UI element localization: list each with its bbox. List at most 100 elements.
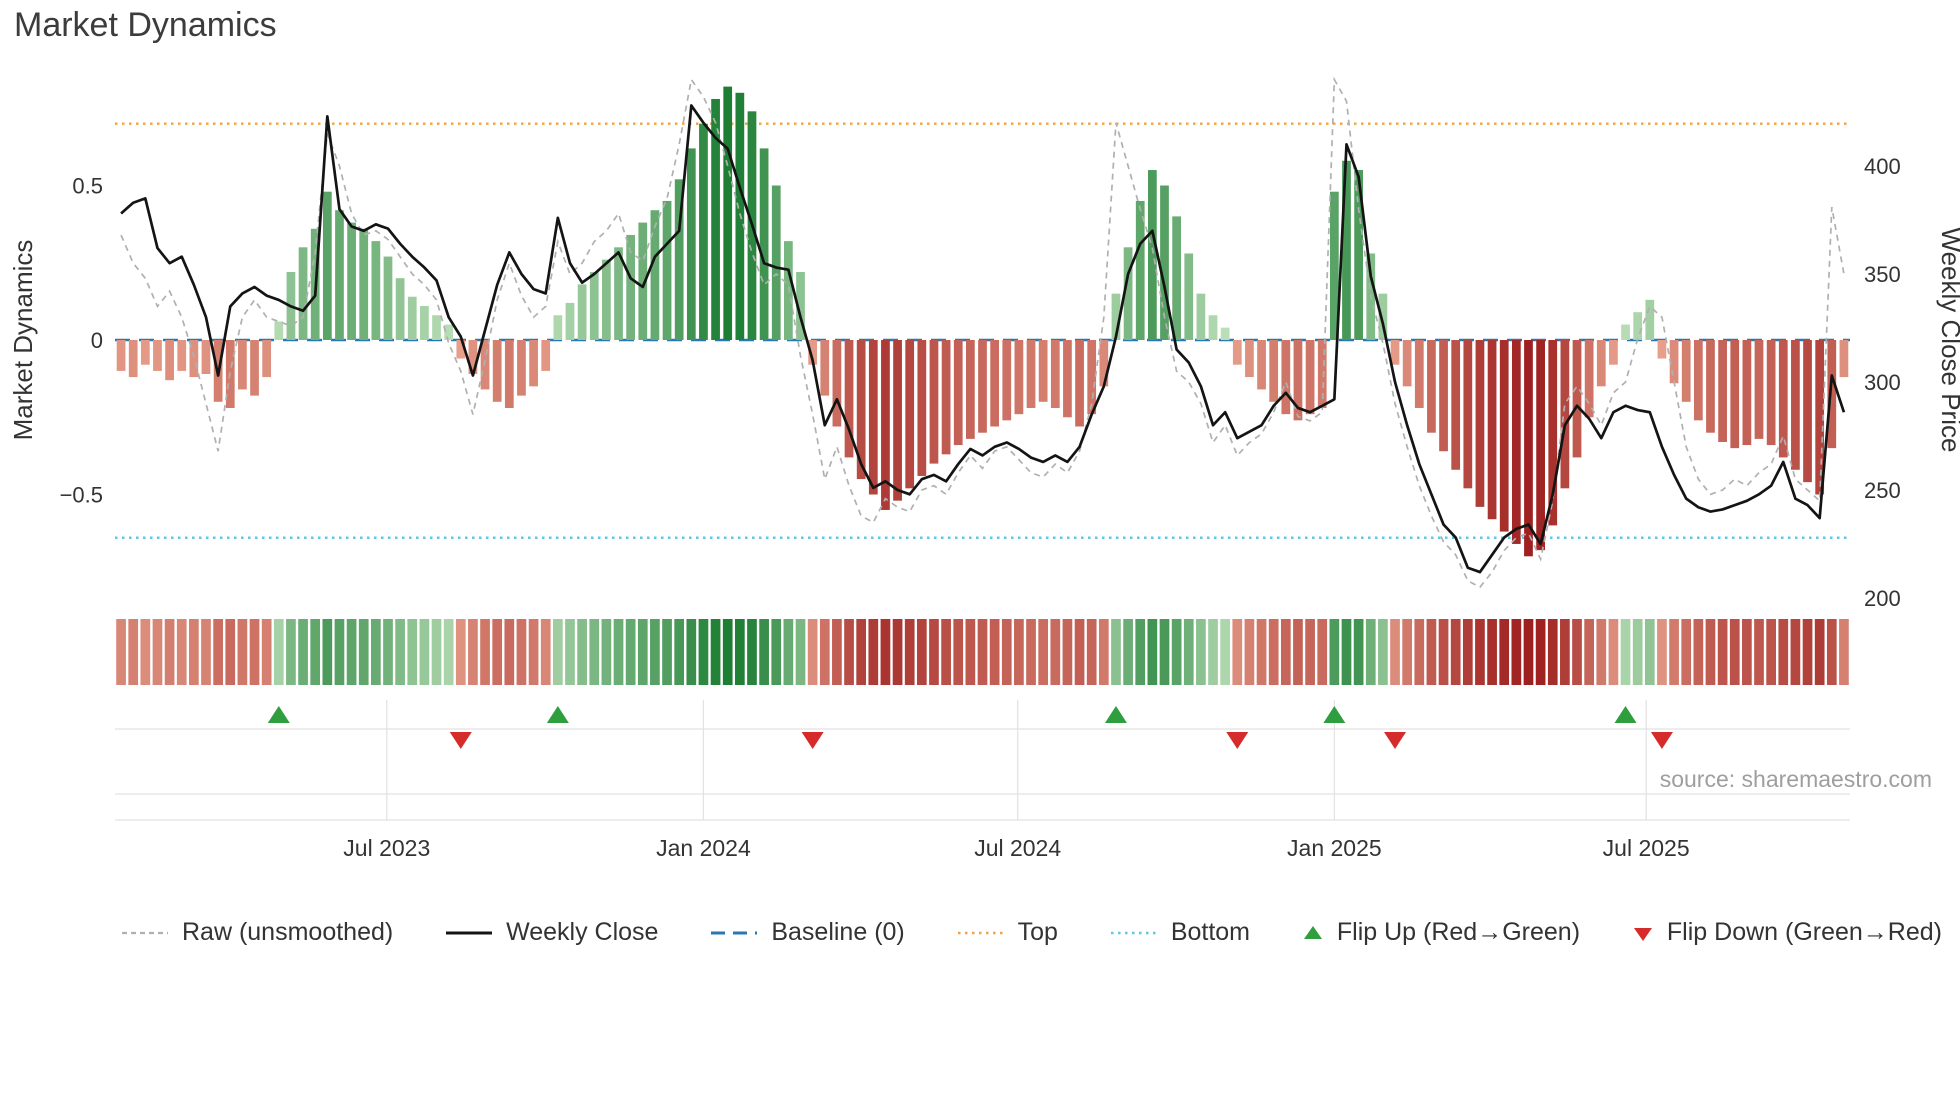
heatmap-cell xyxy=(1754,619,1764,685)
dynamics-bar xyxy=(1778,340,1788,458)
heatmap-cell xyxy=(1268,619,1279,685)
heatmap-cell xyxy=(1742,619,1752,685)
heatmap-cell xyxy=(1014,619,1024,685)
dynamics-bar xyxy=(1378,293,1388,340)
heatmap-cell xyxy=(128,619,139,685)
legend-item-top: Top xyxy=(956,918,1058,947)
heatmap-cell xyxy=(613,619,624,685)
dynamics-bar xyxy=(1609,340,1618,365)
dynamics-bar xyxy=(577,284,587,340)
heatmap-cell xyxy=(1608,619,1619,685)
flip-up-markers xyxy=(267,706,1637,723)
dynamics-bar xyxy=(153,340,162,371)
heatmap-cell xyxy=(1523,619,1534,685)
heatmap-cell xyxy=(1280,619,1291,685)
dynamics-bar xyxy=(711,98,720,340)
dynamics-bar xyxy=(638,222,648,340)
heatmap-cell xyxy=(856,619,867,685)
flip-down-marker xyxy=(449,732,472,749)
heatmap-cell xyxy=(625,619,636,685)
dynamics-bar xyxy=(1475,340,1485,507)
heatmap-cell xyxy=(201,619,211,685)
dynamics-bar xyxy=(1706,340,1715,433)
heatmap-cell xyxy=(1644,619,1655,685)
heatmap-cell xyxy=(989,619,1000,685)
heatmap-cell xyxy=(953,619,964,685)
heatmap-cell xyxy=(783,619,794,685)
dynamics-bar xyxy=(589,272,599,340)
dynamics-bar xyxy=(1196,293,1206,340)
legend-label: Baseline (0) xyxy=(771,918,905,946)
dynamics-bar xyxy=(929,340,939,464)
dynamics-bar xyxy=(529,340,538,387)
flip-up-marker xyxy=(1614,706,1637,723)
dynamics-bar xyxy=(517,340,526,396)
dynamics-bar xyxy=(359,228,369,340)
heatmap-cell xyxy=(1839,619,1849,685)
dynamics-bar xyxy=(1766,340,1776,446)
heatmap-cell xyxy=(1572,619,1582,685)
heatmap-cell xyxy=(916,619,927,685)
heatmap-cell xyxy=(1074,619,1085,685)
heatmap-cell xyxy=(1814,619,1825,685)
left-axis-ticks: 0.5 0 −0.5 xyxy=(60,174,103,508)
heatmap-cell xyxy=(1293,619,1303,685)
heatmap-cell xyxy=(225,619,236,685)
legend-item-raw: Raw (unsmoothed) xyxy=(120,918,393,947)
flip-down-marker xyxy=(1384,732,1407,749)
heatmap-cell xyxy=(1341,619,1352,685)
heatmap-cell xyxy=(1183,619,1194,685)
heatmap-cell xyxy=(1098,619,1109,685)
dynamics-bar xyxy=(686,148,696,340)
heatmap-cell xyxy=(565,619,575,685)
heatmap-cell xyxy=(1402,619,1413,685)
heatmap-cell xyxy=(1717,619,1728,685)
dynamics-bar xyxy=(1487,340,1497,520)
dynamics-bar xyxy=(492,340,502,402)
heatmap-cell xyxy=(868,619,879,685)
heatmap-cell xyxy=(1086,619,1097,685)
dynamics-bar xyxy=(832,340,842,427)
heatmap-cell xyxy=(1038,619,1049,685)
heatmap-cell xyxy=(1317,619,1328,685)
heatmap-cell xyxy=(1390,619,1400,685)
heatmap-cell xyxy=(455,619,466,685)
dynamics-bar xyxy=(395,278,405,340)
dynamics-bar xyxy=(201,340,211,374)
heatmap-cell xyxy=(710,619,721,685)
dynamics-bar xyxy=(1681,340,1691,402)
dynamics-bar xyxy=(1645,299,1655,340)
dynamics-bar xyxy=(274,321,284,340)
x-axis-labels: Jul 2023 Jan 2024 Jul 2024 Jan 2025 Jul 2025 xyxy=(343,835,1689,861)
dynamics-bar xyxy=(1803,340,1812,483)
heatmap-cell xyxy=(249,619,260,685)
dynamics-bar xyxy=(1281,340,1291,415)
legend-item-flip-up: Flip Up (Red→Green) xyxy=(1301,918,1580,947)
heatmap-cell xyxy=(1353,619,1364,685)
dynamics-bar xyxy=(480,340,490,390)
heatmap-cell xyxy=(1620,619,1631,685)
heatmap-cell xyxy=(1426,619,1437,685)
dynamics-bar xyxy=(1087,340,1097,415)
flip-up-marker xyxy=(267,706,290,723)
dynamics-bar xyxy=(1524,340,1533,557)
weekly-close-line xyxy=(120,104,1846,574)
dynamics-bar xyxy=(1427,340,1436,433)
dynamics-bar xyxy=(322,191,332,340)
dynamics-bar xyxy=(1633,312,1643,340)
dynamics-bar xyxy=(1451,340,1461,470)
legend-label: Raw (unsmoothed) xyxy=(182,918,394,946)
heatmap-cell xyxy=(261,619,272,685)
heatmap-cell xyxy=(1050,619,1061,685)
dynamics-bar xyxy=(468,340,478,374)
dynamics-bar xyxy=(893,340,902,501)
flip-up-marker xyxy=(1323,706,1346,723)
dynamics-bar xyxy=(1839,340,1849,378)
flip-down-markers xyxy=(449,732,1673,749)
heatmap-cell xyxy=(1596,619,1607,685)
dynamics-bar xyxy=(1390,340,1400,365)
dynamics-bar xyxy=(1220,327,1230,340)
dynamics-bar xyxy=(796,272,805,340)
dynamics-bar xyxy=(1560,340,1570,489)
